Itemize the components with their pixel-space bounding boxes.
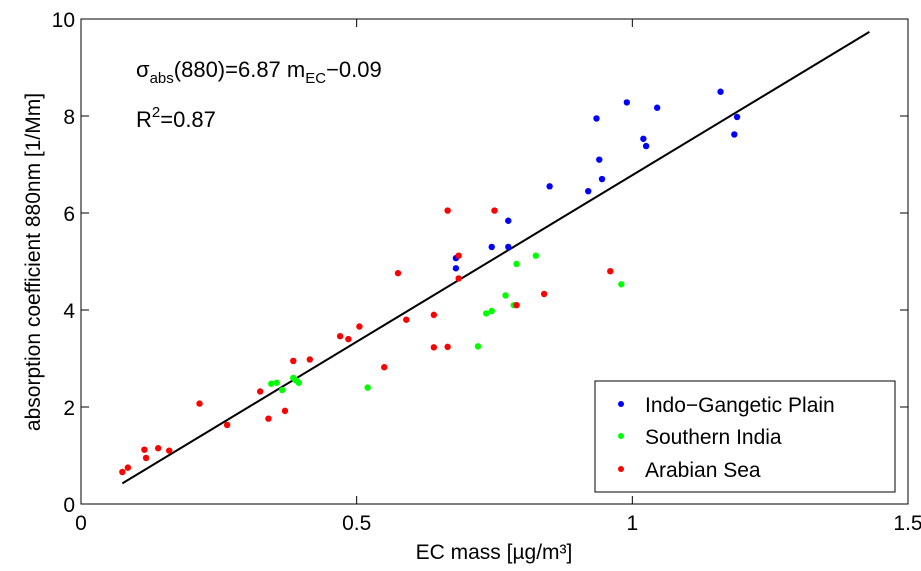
data-point-series-0 bbox=[640, 135, 647, 142]
data-point-series-1 bbox=[279, 386, 286, 394]
data-point-series-2 bbox=[403, 316, 410, 323]
data-point-series-0 bbox=[593, 115, 600, 122]
legend-marker-arabian-sea bbox=[618, 466, 624, 472]
data-point-series-0 bbox=[598, 175, 606, 183]
legend-box bbox=[594, 380, 896, 493]
x-tick-label: 0 bbox=[75, 512, 87, 535]
y-axis-label: absorption coefficient 880nm [1/Mm] bbox=[22, 93, 45, 431]
data-point-series-2 bbox=[491, 207, 498, 214]
data-point-series-2 bbox=[336, 332, 344, 340]
data-point-series-2 bbox=[430, 311, 438, 319]
data-point-series-2 bbox=[196, 400, 203, 407]
data-point-series-0 bbox=[731, 131, 738, 138]
data-point-series-0 bbox=[733, 113, 741, 121]
data-point-series-0 bbox=[596, 156, 603, 163]
data-point-series-1 bbox=[488, 307, 495, 315]
data-point-series-2 bbox=[381, 364, 388, 371]
legend-label-southern-india: Southern India bbox=[645, 426, 782, 449]
regression-line bbox=[121, 31, 870, 485]
legend-marker-indo-gangetic bbox=[618, 401, 624, 407]
data-point-series-2 bbox=[281, 407, 289, 415]
legend-label-indo-gangetic: Indo−Gangetic Plain bbox=[645, 394, 835, 417]
y-tick-label: 8 bbox=[63, 106, 75, 129]
data-point-series-2 bbox=[394, 269, 402, 277]
equation-annotation: σabs(880)=6.87 mEC−0.09 bbox=[136, 57, 382, 87]
axes-box bbox=[80, 18, 909, 505]
data-point-series-1 bbox=[273, 379, 280, 386]
data-point-series-2 bbox=[265, 415, 272, 422]
data-point-series-1 bbox=[483, 310, 490, 317]
y-tick-label: 6 bbox=[63, 203, 75, 226]
data-point-series-0 bbox=[452, 265, 460, 272]
y-tick-label: 10 bbox=[52, 9, 75, 32]
data-point-series-0 bbox=[642, 142, 650, 150]
data-point-series-2 bbox=[306, 356, 314, 363]
data-point-series-1 bbox=[474, 343, 482, 350]
r-squared-annotation: R2=0.87 bbox=[136, 104, 216, 132]
legend-marker-southern-india bbox=[618, 433, 624, 439]
x-tick-label: 1.5 bbox=[893, 512, 921, 535]
data-point-series-2 bbox=[142, 454, 150, 462]
data-point-series-1 bbox=[513, 260, 520, 268]
data-point-series-2 bbox=[513, 301, 520, 309]
data-point-series-1 bbox=[268, 380, 275, 387]
data-point-series-1 bbox=[502, 292, 509, 299]
data-point-series-2 bbox=[345, 335, 352, 343]
data-point-series-2 bbox=[290, 357, 297, 365]
data-point-series-0 bbox=[488, 243, 495, 251]
data-point-series-1 bbox=[618, 281, 625, 288]
data-point-series-0 bbox=[505, 243, 512, 251]
data-point-series-2 bbox=[455, 252, 462, 259]
data-point-series-0 bbox=[623, 99, 631, 106]
data-point-series-2 bbox=[444, 343, 451, 351]
y-tick-label: 2 bbox=[63, 397, 75, 420]
legend-label-arabian-sea: Arabian Sea bbox=[645, 459, 761, 482]
data-point-series-2 bbox=[166, 447, 173, 454]
x-axis-label: EC mass [µg/m³] bbox=[416, 541, 573, 564]
data-point-series-0 bbox=[546, 183, 553, 190]
data-point-series-0 bbox=[505, 217, 512, 224]
data-point-series-2 bbox=[607, 268, 614, 275]
legend: Indo−Gangetic Plain Southern India Arabi… bbox=[594, 380, 896, 493]
data-point-series-2 bbox=[356, 323, 363, 330]
data-point-series-1 bbox=[364, 384, 371, 391]
data-point-series-2 bbox=[141, 446, 148, 453]
y-tick-label: 0 bbox=[63, 494, 75, 517]
data-point-series-2 bbox=[223, 421, 231, 429]
y-tick-label: 4 bbox=[63, 300, 75, 323]
data-point-series-2 bbox=[154, 445, 162, 452]
data-point-series-1 bbox=[532, 252, 540, 259]
data-point-series-2 bbox=[256, 388, 264, 395]
data-point-series-0 bbox=[717, 88, 724, 95]
data-point-series-2 bbox=[540, 290, 548, 298]
x-tick-label: 1 bbox=[626, 512, 638, 535]
data-point-series-2 bbox=[124, 464, 132, 471]
data-point-series-2 bbox=[119, 468, 126, 476]
data-point-series-0 bbox=[653, 104, 661, 111]
x-tick-label: 0.5 bbox=[342, 512, 371, 535]
data-point-series-0 bbox=[585, 187, 592, 195]
data-point-series-1 bbox=[295, 379, 302, 386]
data-point-series-2 bbox=[444, 207, 451, 214]
data-point-series-2 bbox=[455, 275, 462, 282]
data-point-series-2 bbox=[430, 344, 438, 351]
